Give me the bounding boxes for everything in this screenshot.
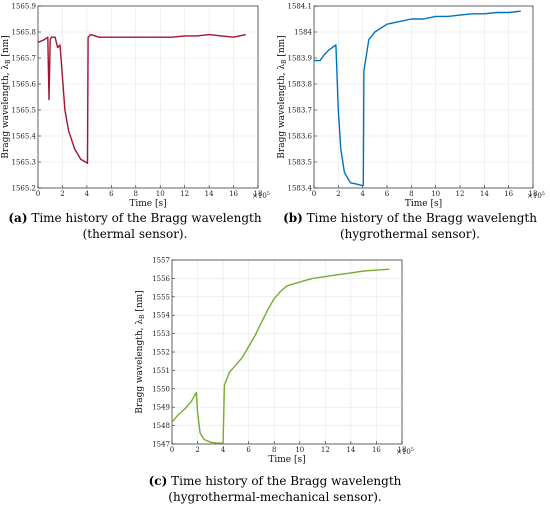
x-tick-label: 12 — [180, 190, 189, 198]
y-tick-label: 1565.2 — [12, 185, 37, 193]
series-line — [314, 10, 521, 187]
x-tick-label: 14 — [346, 446, 355, 454]
y-axis-label: Bragg wavelength, λB [nm] — [1, 35, 12, 158]
caption-a-line2: (thermal sensor). — [82, 227, 188, 241]
x-tick-label: 2 — [336, 190, 340, 198]
x-tick-label: 14 — [205, 190, 214, 198]
series-line — [37, 33, 246, 165]
caption-b-line2: (hygrothermal sensor). — [339, 227, 480, 241]
x-tick-label: 8 — [134, 190, 138, 198]
caption-b: (b) Time history of the Bragg wavelength… — [270, 210, 550, 242]
x-axis-label: Time [s] — [129, 199, 166, 209]
panel-c: 0 2 4 6 8 10 12 14 16 18 1547 1548 1549 1550 1551 1552 1… — [135, 252, 414, 511]
x-multiplier: ×105 — [252, 191, 270, 200]
y-tick-label: 1583.6 — [288, 133, 313, 141]
y-tick-label: 1565.8 — [12, 29, 37, 37]
x-tick-label: 2 — [195, 446, 199, 454]
y-tick-label: 1583.8 — [288, 81, 313, 89]
y-tick-label: 1565.5 — [12, 107, 37, 115]
y-axis-label: Bragg wavelength, λB [nm] — [277, 35, 288, 158]
x-multiplier-exp: 5 — [267, 191, 270, 197]
x-tick-label: 10 — [431, 190, 440, 198]
x-tick-label: 14 — [480, 190, 489, 198]
y-tick-label: 1583.7 — [288, 107, 313, 115]
caption-b-line1: Time history of the Bragg wavelength — [302, 211, 537, 225]
y-tick-label: 1565.4 — [12, 133, 37, 141]
chart-c: 0 2 4 6 8 10 12 14 16 18 1547 1548 1549 1550 1551 1552 1… — [135, 257, 414, 466]
x-tick-label: 16 — [229, 190, 238, 198]
x-tick-label: 10 — [295, 446, 304, 454]
y-tick-label: 1553 — [152, 330, 170, 338]
x-axis-label: Time [s] — [268, 455, 305, 465]
y-tick-label: 1583.4 — [288, 185, 313, 193]
y-tick-label: 1584 — [294, 29, 312, 37]
plot-frame — [313, 5, 534, 189]
x-axis-label: Time [s] — [405, 199, 442, 209]
chart-a: 0 2 4 6 8 10 12 14 16 18 1565.2 1565.3 1565.4 1565.5 1… — [1, 3, 270, 210]
y-tick-label: 1556 — [152, 275, 170, 283]
x-tick-label: 6 — [246, 446, 251, 454]
y-tick-label: 1565.9 — [12, 3, 37, 11]
y-tick-label: 1565.3 — [12, 159, 37, 167]
y-tick-label: 1565.6 — [12, 81, 37, 89]
x-tick-label: 4 — [360, 190, 365, 198]
x-multiplier-exp: 5 — [411, 447, 414, 453]
x-tick-label: 2 — [60, 190, 64, 198]
y-tick-label: 1583.5 — [288, 159, 313, 167]
y-tick-label: 1547 — [152, 441, 170, 449]
y-tick-label: 1554 — [152, 312, 170, 320]
x-tick-label: 6 — [109, 190, 114, 198]
caption-c-line2: (hygrothermal-mechanical sensor). — [168, 490, 382, 504]
x-tick-label: 18 — [529, 190, 538, 198]
y-axis-label: Bragg wavelength, λB [nm] — [135, 290, 146, 413]
x-multiplier: ×105 — [396, 447, 414, 456]
caption-c-line1: Time history of the Bragg wavelength — [167, 474, 402, 488]
x-tick-label: 12 — [456, 190, 465, 198]
y-tick-label: 1552 — [152, 349, 170, 357]
x-tick-label: 16 — [372, 446, 381, 454]
x-tick-label: 8 — [272, 446, 276, 454]
x-tick-label: 8 — [409, 190, 413, 198]
series-line — [171, 268, 390, 444]
x-tick-label: 10 — [156, 190, 165, 198]
y-tick-label: 1565.7 — [12, 55, 37, 63]
y-tick-label: 1550 — [152, 385, 170, 393]
caption-a-letter: (a) — [8, 211, 28, 225]
y-tick-label: 1548 — [152, 422, 170, 430]
panel-b: 0 2 4 6 8 10 12 14 16 18 1583.4 1583.5 1583.6 1583.7 1… — [270, 0, 550, 252]
x-tick-label: 18 — [398, 446, 407, 454]
x-tick-label: 0 — [36, 190, 40, 198]
x-tick-label: 0 — [170, 446, 174, 454]
x-tick-label: 18 — [254, 190, 263, 198]
x-tick-label: 0 — [312, 190, 316, 198]
y-tick-label: 1584.1 — [288, 3, 313, 11]
y-tick-label: 1555 — [152, 293, 170, 301]
panel-a: 0 2 4 6 8 10 12 14 16 18 1565.2 1565.3 1565.4 1565.5 1… — [0, 0, 270, 252]
y-tick-label: 1557 — [152, 257, 170, 265]
caption-c: (c) Time history of the Bragg wavelength… — [135, 473, 415, 505]
x-tick-label: 4 — [221, 446, 226, 454]
caption-c-letter: (c) — [148, 474, 168, 488]
caption-a: (a) Time history of the Bragg wavelength… — [0, 210, 270, 242]
y-tick-label: 1551 — [152, 367, 170, 375]
caption-a-line1: Time history of the Bragg wavelength — [27, 211, 262, 225]
x-multiplier-exp: 5 — [542, 191, 545, 197]
x-multiplier: ×105 — [527, 191, 545, 200]
y-tick-label: 1583.9 — [288, 55, 313, 63]
x-tick-label: 4 — [85, 190, 90, 198]
x-tick-label: 6 — [385, 190, 390, 198]
x-tick-label: 16 — [504, 190, 513, 198]
caption-b-letter: (b) — [283, 211, 303, 225]
plot-frame — [37, 5, 259, 189]
x-tick-label: 12 — [321, 446, 330, 454]
y-tick-label: 1549 — [152, 404, 170, 412]
chart-b: 0 2 4 6 8 10 12 14 16 18 1583.4 1583.5 1583.6 1583.7 1… — [277, 3, 545, 210]
